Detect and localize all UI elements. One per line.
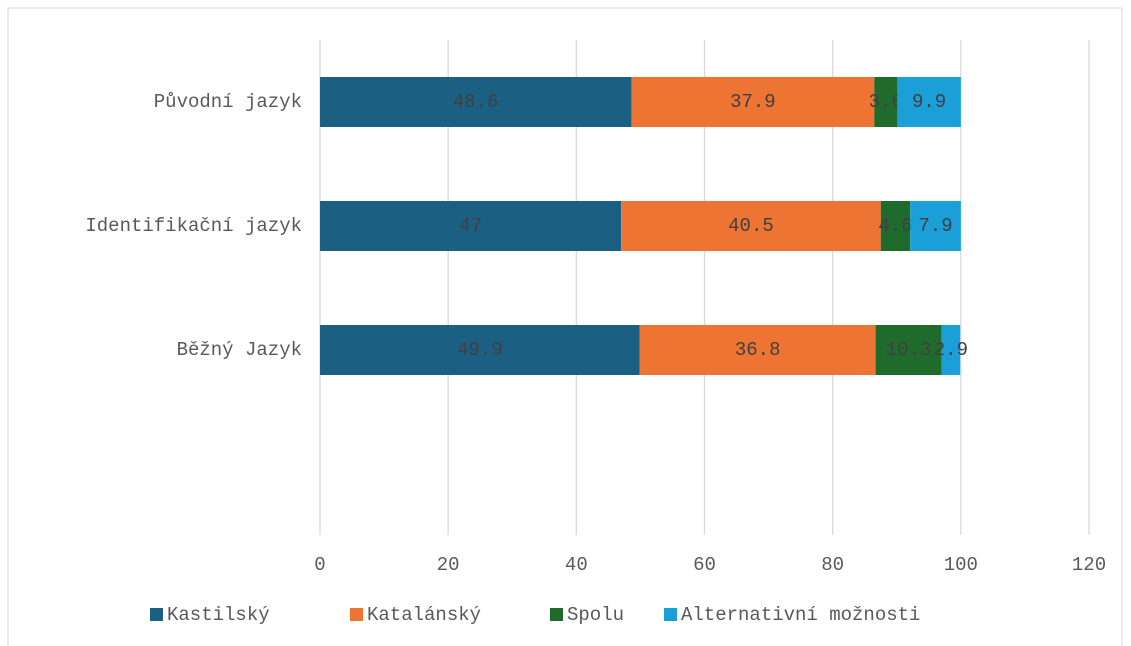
- bar-segment: [880, 201, 911, 251]
- data-label: 2.9: [934, 339, 968, 361]
- bar-segment: [639, 325, 876, 375]
- x-tick-label: 40: [565, 554, 588, 576]
- x-tick-label: 100: [944, 554, 978, 576]
- chart-border: [7, 7, 1123, 646]
- legend-label: Alternativní možnosti: [681, 604, 920, 626]
- legend-swatch: [664, 608, 677, 621]
- legend-label: Katalánský: [367, 604, 481, 626]
- x-tick-label: 20: [437, 554, 460, 576]
- legend-label: Spolu: [567, 604, 624, 626]
- legend-swatch: [550, 608, 563, 621]
- data-label: 48.6: [453, 91, 499, 113]
- x-tick-label: 120: [1072, 554, 1106, 576]
- data-label: 10.3: [886, 339, 932, 361]
- data-label: 9.9: [912, 91, 946, 113]
- x-tick-label: 80: [821, 554, 844, 576]
- legend-swatch: [350, 608, 363, 621]
- bar-segment: [941, 325, 961, 375]
- data-label: 3.6: [869, 91, 903, 113]
- data-label: 40.5: [728, 215, 774, 237]
- x-tick-label: 0: [314, 554, 325, 576]
- data-label: 47: [459, 215, 482, 237]
- data-label: 49.9: [457, 339, 503, 361]
- legend-swatch: [150, 608, 163, 621]
- data-label: 4.6: [878, 215, 912, 237]
- bar-segment: [621, 201, 881, 251]
- bar-segment: [631, 77, 875, 127]
- bar-segment: [875, 325, 942, 375]
- bar-segment: [320, 201, 622, 251]
- y-tick-label: Běžný Jazyk: [177, 339, 302, 361]
- x-tick-label: 60: [693, 554, 716, 576]
- data-label: 7.9: [918, 215, 952, 237]
- y-tick-label: Identifikační jazyk: [85, 215, 302, 237]
- bar-segment: [874, 77, 898, 127]
- bar-segment: [897, 77, 961, 127]
- y-tick-label: Původní jazyk: [154, 91, 302, 113]
- data-label: 36.8: [735, 339, 781, 361]
- bar-segment: [910, 201, 961, 251]
- data-label: 37.9: [730, 91, 776, 113]
- legend-label: Kastilský: [167, 604, 270, 626]
- bar-segment: [320, 325, 640, 375]
- bar-segment: [320, 77, 632, 127]
